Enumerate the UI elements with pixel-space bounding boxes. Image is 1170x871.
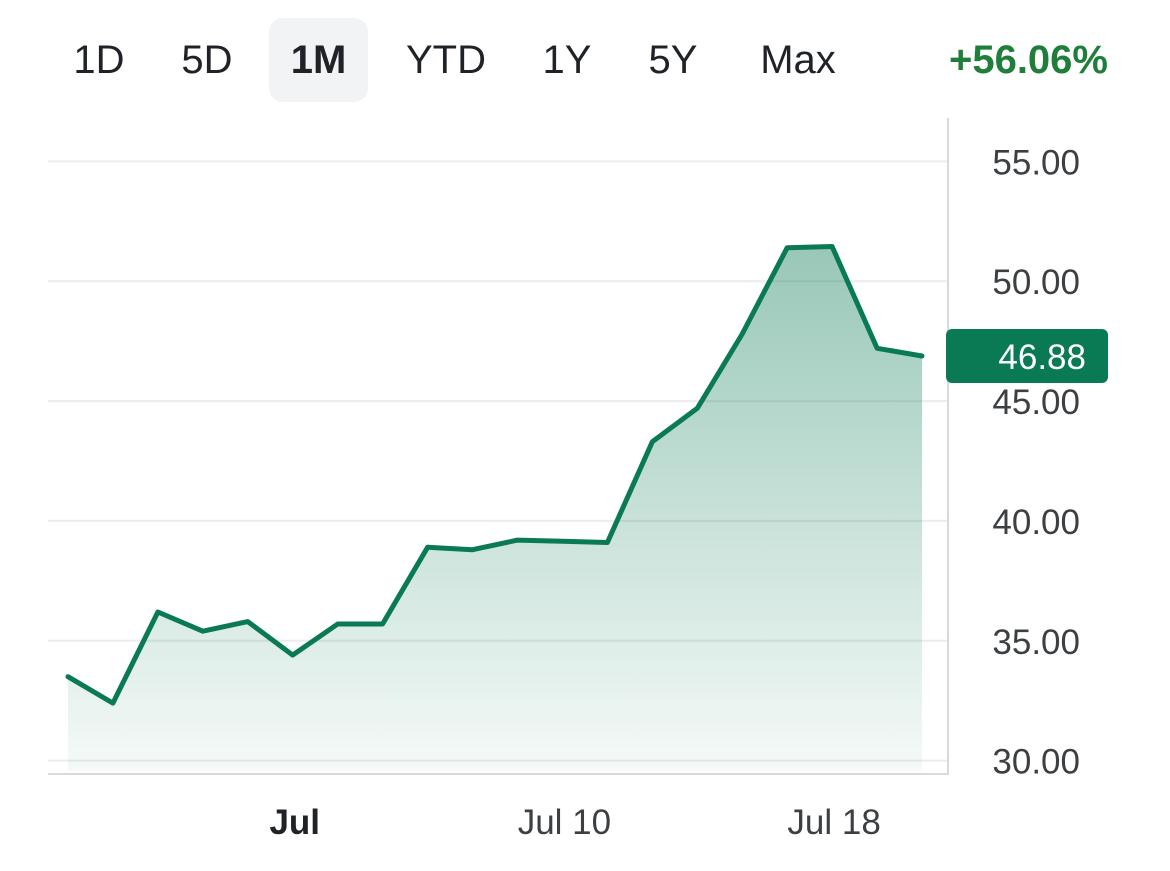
x-axis-labels: Jul Jul 10 Jul 18	[269, 803, 880, 842]
y-tick-label: 50.00	[992, 263, 1080, 302]
tab-1d[interactable]: 1D	[73, 38, 125, 82]
last-price-badge: 46.88	[946, 329, 1108, 384]
last-price-label: 46.88	[998, 338, 1086, 377]
y-axis-labels: 30.00 35.00 40.00 45.00 50.00 55.00	[992, 143, 1080, 781]
y-tick-label: 45.00	[992, 383, 1080, 422]
y-tick-label: 55.00	[992, 143, 1080, 182]
x-tick-label: Jul 10	[518, 803, 611, 842]
tab-1m[interactable]: 1M	[269, 18, 368, 102]
percent-change: +56.06%	[948, 38, 1108, 82]
y-tick-label: 30.00	[992, 743, 1080, 782]
price-area-fill	[68, 246, 922, 771]
tab-ytd[interactable]: YTD	[406, 38, 486, 82]
tab-max[interactable]: Max	[760, 38, 836, 82]
y-tick-label: 40.00	[992, 503, 1080, 542]
tab-5y[interactable]: 5Y	[648, 38, 698, 82]
x-tick-label: Jul 18	[787, 803, 880, 842]
price-line	[65, 244, 925, 706]
range-tab-bar: 1D 5D 1M YTD 1Y 5Y Max +56.06%	[0, 0, 1170, 120]
last-price-badge-bg	[946, 329, 1108, 384]
tab-5d[interactable]: 5D	[181, 38, 233, 82]
x-tick-label: Jul	[269, 803, 320, 842]
y-tick-label: 35.00	[992, 623, 1080, 662]
tab-1y[interactable]: 1Y	[542, 38, 592, 82]
